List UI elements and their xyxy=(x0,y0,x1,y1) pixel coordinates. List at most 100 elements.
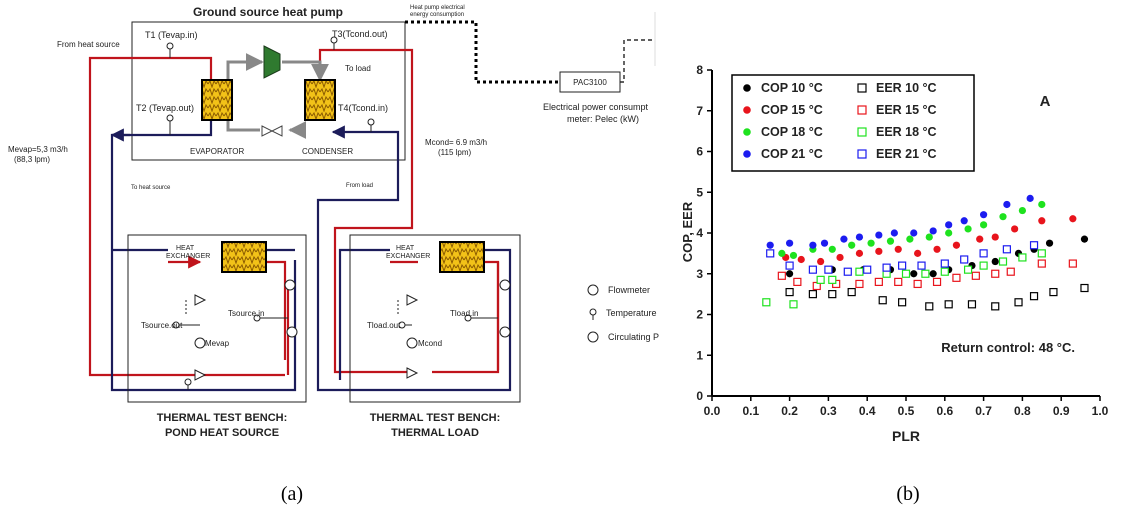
label-elec-meter-2: meter: Pelec (kW) xyxy=(567,114,639,124)
data-point-eer xyxy=(1018,253,1027,262)
data-point-eer xyxy=(785,287,794,297)
refrigerant-loop xyxy=(226,53,329,139)
data-point-cop xyxy=(906,235,914,243)
data-point-eer xyxy=(979,249,988,258)
bench-source-title-1: THERMAL TEST BENCH: xyxy=(157,412,288,424)
data-point-cop xyxy=(855,249,864,257)
flowmeter-icon xyxy=(499,279,511,291)
legend-marker xyxy=(743,84,751,92)
flowmeter-icon xyxy=(406,337,418,349)
data-point-cop xyxy=(991,257,999,266)
expansion-valve-icon xyxy=(261,125,283,137)
flowmeter-icon xyxy=(587,284,599,296)
y-tick-label: 4 xyxy=(696,226,703,240)
data-point-eer xyxy=(808,290,817,299)
pump-icon xyxy=(286,326,298,338)
chart-axes: 0.0 0.1 0.2 0.3 0.4 0.5 0.6 0.7 0.8 0.9 1.0 0 1 2 3 4 5 6… xyxy=(696,63,1108,418)
circulating-pump-icon xyxy=(587,331,599,343)
label-tload-in: Tload.in xyxy=(450,309,478,318)
valve-icon xyxy=(194,369,207,381)
panel-label: A xyxy=(1040,93,1051,110)
label-mevap-lpm: (88,3 lpm) xyxy=(14,155,50,164)
data-point-cop xyxy=(890,229,898,237)
data-point-eer xyxy=(1002,245,1011,254)
data-point-cop xyxy=(910,229,918,237)
label-hx-source: HEAT xyxy=(176,245,195,252)
legend-entry: COP 18 °C xyxy=(761,125,823,139)
heat-pump-box xyxy=(131,21,406,161)
label-mcond-flow: Mcond= 6.9 m3/h xyxy=(425,138,487,147)
y-tick-label: 8 xyxy=(696,63,703,77)
label-from-heat-source: From heat source xyxy=(57,40,120,49)
label-tsource-out: Tsource.out xyxy=(141,321,183,330)
data-point-eer xyxy=(991,302,1000,311)
data-point-eer xyxy=(940,267,949,276)
legend-entry: COP 21 °C xyxy=(761,147,823,161)
label-to-heat-source: To heat source xyxy=(131,185,171,191)
legend-box xyxy=(731,74,975,172)
data-point-eer xyxy=(894,277,903,286)
data-point-cop xyxy=(855,233,864,241)
data-point-eer xyxy=(952,273,961,282)
y-tick-label: 3 xyxy=(696,267,703,281)
x-tick-label: 0.1 xyxy=(742,404,759,418)
evaporator-icon xyxy=(201,79,233,121)
bench-load-box xyxy=(349,234,521,403)
data-point-cop xyxy=(980,211,988,219)
label-hx-source-2: EXCHANGER xyxy=(166,253,210,260)
y-tick-label: 7 xyxy=(696,104,703,118)
data-point-cop xyxy=(867,239,875,247)
label-to-load: To load xyxy=(345,64,371,73)
data-point-eer xyxy=(971,271,980,280)
legend-circulating: Circulating P xyxy=(608,332,659,342)
data-point-cop xyxy=(929,227,937,235)
data-point-cop xyxy=(840,235,848,243)
data-point-eer xyxy=(793,277,802,286)
flow-components xyxy=(185,279,511,381)
valve-icon xyxy=(194,294,207,306)
data-point-eer xyxy=(1068,259,1077,268)
chart-points xyxy=(762,194,1089,311)
data-point-eer xyxy=(808,265,817,274)
data-point-cop xyxy=(786,239,794,247)
data-point-eer xyxy=(917,261,926,270)
y-tick-label: 6 xyxy=(696,145,703,159)
data-point-eer xyxy=(991,269,1000,278)
x-axis-label: PLR xyxy=(892,428,920,444)
data-point-eer xyxy=(967,300,977,309)
bench-source-box xyxy=(127,234,307,403)
temperature-sensors xyxy=(166,36,498,390)
legend-marker xyxy=(857,83,867,93)
data-point-eer xyxy=(1014,298,1023,307)
label-mcond: Mcond xyxy=(418,339,442,348)
temperature-icon xyxy=(589,308,597,316)
label-evaporator: EVAPORATOR xyxy=(190,147,244,156)
data-point-cop xyxy=(945,229,953,237)
label-pac3100: PAC3100 xyxy=(573,78,607,87)
schematic-diagram: Ground source heat pump xyxy=(8,5,659,505)
legend-marker xyxy=(857,105,867,115)
label-t3: T3(Tcond.out) xyxy=(332,29,388,39)
label-tsource-in: Tsource,in xyxy=(228,309,264,318)
label-t4: T4(Tcond.in) xyxy=(338,103,388,113)
data-point-cop xyxy=(1011,225,1019,233)
data-point-cop xyxy=(945,221,953,229)
x-tick-label: 0.5 xyxy=(898,404,915,418)
data-point-eer xyxy=(816,275,825,284)
label-condenser: CONDENSER xyxy=(302,147,353,156)
label-hx-load-2: EXCHANGER xyxy=(386,253,430,260)
return-control-annotation: Return control: 48 °C. xyxy=(941,340,1075,355)
data-point-eer xyxy=(766,249,775,258)
data-point-eer xyxy=(960,255,969,264)
x-tick-label: 0.6 xyxy=(936,404,953,418)
data-point-eer xyxy=(1080,283,1089,293)
x-tick-label: 0.0 xyxy=(704,404,721,418)
x-tick-label: 1.0 xyxy=(1092,404,1109,418)
label-t2: T2 (Tevap.out) xyxy=(136,103,194,113)
label-from-load: From load xyxy=(346,183,373,189)
data-point-eer xyxy=(1037,259,1046,268)
legend-entry: COP 10 °C xyxy=(761,81,823,95)
data-point-eer xyxy=(1006,267,1015,276)
pump-icon xyxy=(499,326,511,338)
y-tick-label: 1 xyxy=(696,348,703,362)
